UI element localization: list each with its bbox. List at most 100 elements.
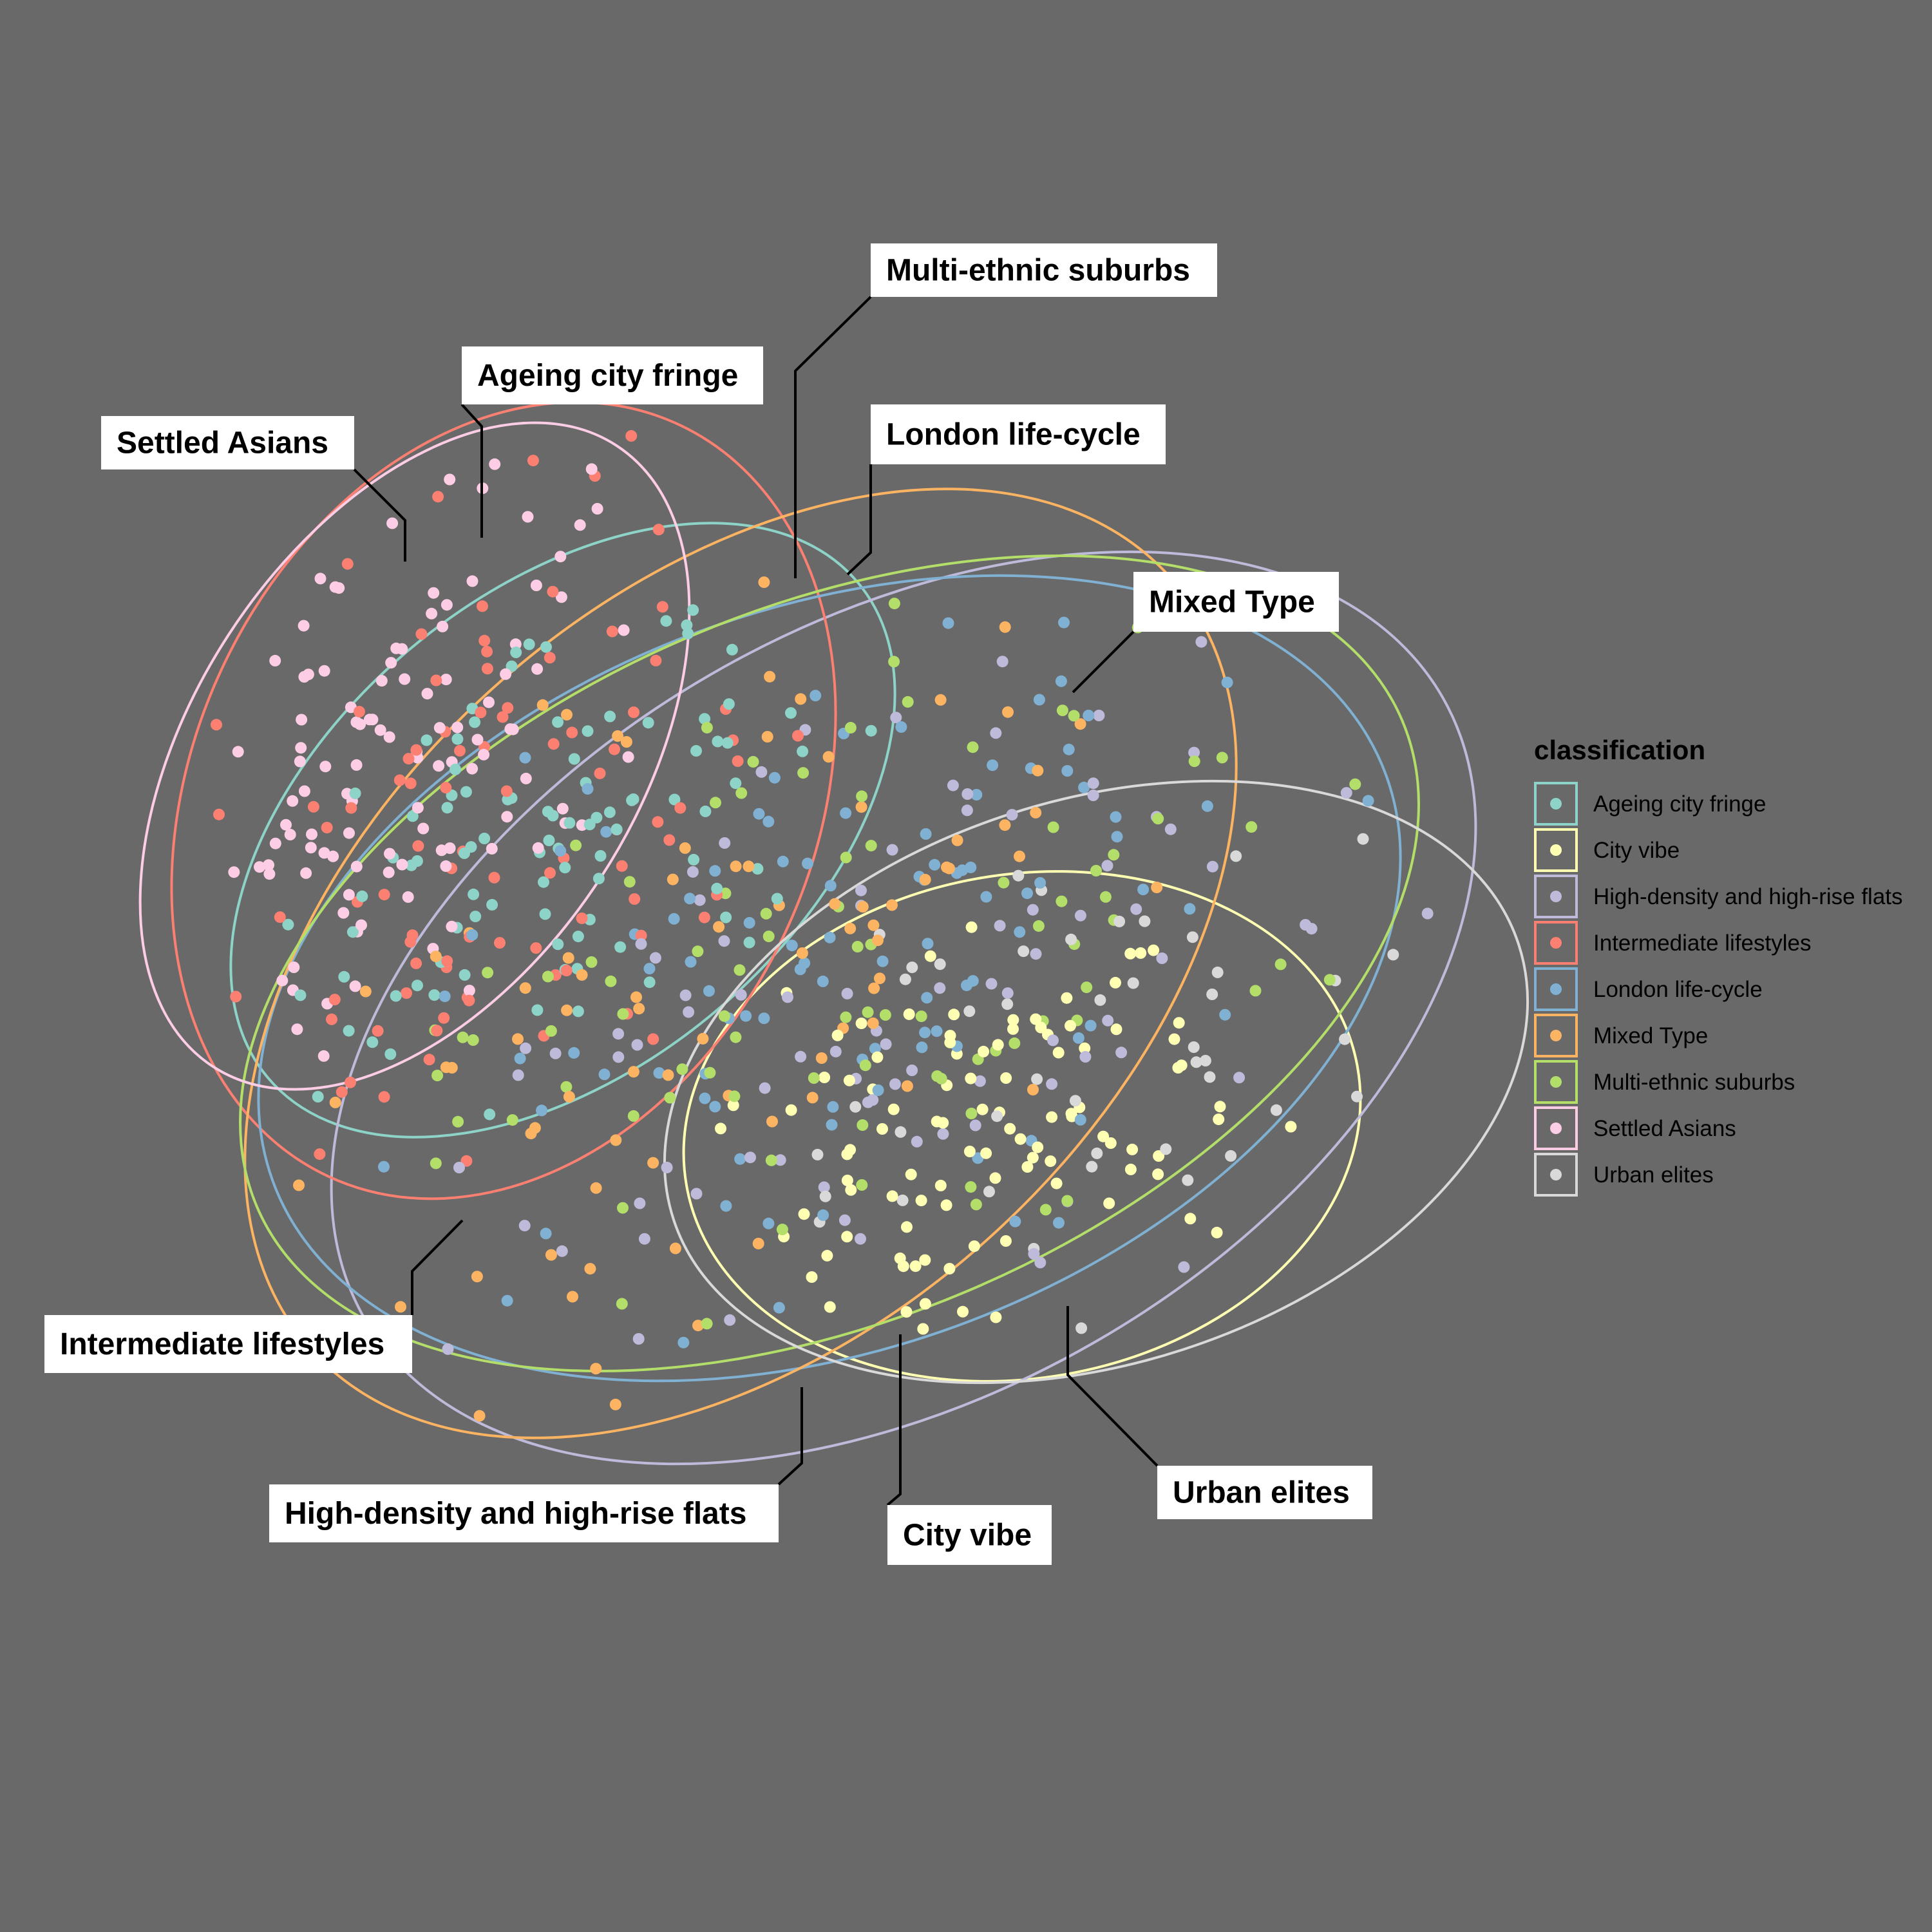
point-city-vibe (1007, 1014, 1019, 1026)
point-intermediate-lifestyles (488, 871, 500, 884)
point-high-density-and-high-rise-flats (634, 1197, 646, 1209)
legend-key-dot (1550, 983, 1562, 995)
point-intermediate-lifestyles (274, 911, 286, 923)
point-ageing-city-fringe (726, 643, 738, 656)
point-urban-elites (1211, 966, 1224, 978)
point-london-life-cycle (1034, 876, 1046, 889)
point-multi-ethnic-suburbs (1056, 895, 1068, 907)
point-settled-asians (591, 503, 603, 515)
point-settled-asians (622, 751, 634, 763)
point-settled-asians (341, 788, 353, 800)
point-high-density-and-high-rise-flats (906, 1065, 918, 1076)
point-settled-asians (554, 551, 567, 563)
point-intermediate-lifestyles (404, 936, 417, 948)
point-urban-elites (849, 1101, 862, 1113)
point-settled-asians (428, 587, 440, 599)
legend: classification Ageing city fringe City vi… (1534, 735, 1903, 1197)
point-ageing-city-fringe (552, 938, 564, 951)
legend-label: Settled Asians (1593, 1116, 1736, 1141)
point-multi-ethnic-suburbs (888, 656, 900, 668)
point-urban-elites (1270, 1104, 1282, 1116)
point-high-density-and-high-rise-flats (649, 952, 661, 964)
point-mixed-type (471, 1271, 483, 1283)
point-urban-elites (1186, 931, 1198, 943)
point-city-vibe (1148, 944, 1160, 956)
point-intermediate-lifestyles (345, 802, 357, 814)
point-urban-elites (1091, 1147, 1103, 1159)
point-city-vibe (940, 1199, 952, 1211)
point-city-vibe (1124, 947, 1137, 960)
point-london-life-cycle (1111, 831, 1123, 843)
point-urban-elites (983, 1186, 995, 1198)
point-intermediate-lifestyles (415, 628, 428, 640)
point-city-vibe (943, 1263, 956, 1274)
point-settled-asians (287, 795, 299, 807)
point-london-life-cycle (720, 1200, 732, 1212)
point-ageing-city-fringe (540, 641, 552, 653)
point-ageing-city-fringe (406, 810, 419, 822)
point-mixed-type (620, 736, 632, 748)
point-london-life-cycle (961, 980, 972, 992)
ellipse-intermediate-lifestyles (170, 401, 837, 1200)
point-high-density-and-high-rise-flats (1079, 1051, 1092, 1063)
point-ageing-city-fringe (592, 873, 605, 885)
leader-line-ageing-city-fringe (460, 403, 483, 538)
point-city-vibe (992, 1039, 1004, 1051)
point-city-vibe (1050, 1177, 1063, 1189)
point-settled-asians (366, 714, 379, 726)
point-settled-asians (466, 575, 478, 587)
point-settled-asians (437, 620, 449, 632)
point-intermediate-lifestyles (423, 1054, 435, 1066)
point-intermediate-lifestyles (616, 860, 628, 872)
point-settled-asians (433, 760, 445, 772)
point-london-life-cycle (677, 1336, 690, 1349)
point-london-life-cycle (920, 828, 932, 840)
point-high-density-and-high-rise-flats (795, 1050, 807, 1063)
point-london-life-cycle (1201, 800, 1213, 812)
point-urban-elites (934, 958, 946, 971)
point-multi-ethnic-suburbs (1090, 865, 1102, 876)
point-mixed-type (697, 1032, 709, 1045)
point-multi-ethnic-suburbs (1009, 1037, 1021, 1049)
point-city-vibe (999, 1235, 1012, 1247)
point-ageing-city-fringe (405, 859, 417, 871)
cluster-label-text: London life-cycle (886, 418, 1141, 452)
legend-key-dot (1550, 1030, 1562, 1041)
point-mixed-type (293, 1179, 305, 1191)
point-city-vibe (1103, 1197, 1115, 1209)
point-city-vibe (1104, 1137, 1117, 1149)
point-intermediate-lifestyles (544, 652, 556, 664)
point-city-vibe (1032, 1141, 1044, 1153)
point-mixed-type (868, 982, 880, 994)
point-city-vibe (968, 1240, 980, 1253)
point-ageing-city-fringe (465, 841, 477, 853)
point-urban-elites (1182, 1174, 1194, 1186)
point-mixed-type (567, 1291, 578, 1303)
point-intermediate-lifestyles (440, 782, 452, 794)
point-multi-ethnic-suburbs (776, 1224, 788, 1236)
point-high-density-and-high-rise-flats (512, 1069, 524, 1081)
cluster-label-text: Multi-ethnic suburbs (886, 254, 1190, 288)
point-settled-asians (327, 850, 339, 862)
point-urban-elites (811, 1148, 824, 1160)
leader-line-intermediate-lifestyles (411, 1219, 464, 1315)
point-london-life-cycle (758, 1012, 770, 1025)
point-city-vibe (1110, 1023, 1122, 1036)
cluster-labels-layer: Multi-ethnic suburbs Ageing city fringe Lo… (44, 243, 1372, 1565)
point-mixed-type (822, 751, 835, 763)
cluster-label-settled-asians: Settled Asians (101, 416, 354, 469)
point-multi-ethnic-suburbs (1081, 981, 1093, 994)
cluster-label-mixed-type: Mixed Type (1133, 572, 1339, 632)
point-mixed-type (758, 576, 770, 589)
point-settled-asians (483, 696, 495, 708)
point-intermediate-lifestyles (307, 800, 319, 813)
legend-item-multi-ethnic-suburbs: Multi-ethnic suburbs (1534, 1060, 1795, 1104)
cluster-label-text: Ageing city fringe (477, 359, 738, 393)
point-intermediate-lifestyles (625, 430, 638, 442)
point-intermediate-lifestyles (560, 965, 573, 977)
point-ageing-city-fringe (559, 862, 571, 874)
point-mixed-type (1030, 806, 1042, 819)
point-london-life-cycle (598, 1068, 611, 1081)
point-intermediate-lifestyles (410, 957, 422, 969)
